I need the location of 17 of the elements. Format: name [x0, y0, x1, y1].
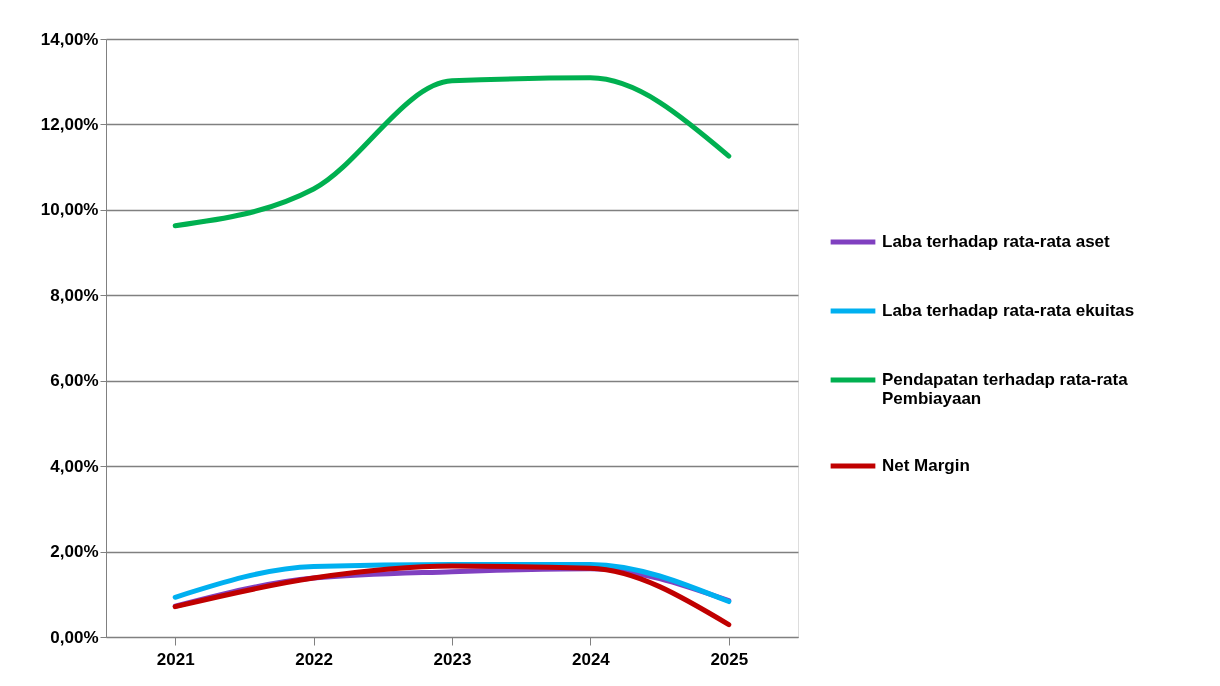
y-tick-label: 4,00% [50, 456, 99, 476]
legend-label: Pendapatan terhadap rata-rata Pembiayaan [882, 370, 1129, 408]
x-tick-label: 2023 [433, 649, 472, 669]
x-tick-label: 2024 [571, 649, 611, 669]
y-tick-label: 14,00% [40, 29, 99, 49]
y-tick-label: 0,00% [50, 627, 99, 647]
y-tick-label: 8,00% [50, 285, 99, 305]
legend-label: Laba terhadap rata-rata ekuitas [882, 301, 1135, 320]
legend-label: Laba terhadap rata-rata aset [882, 232, 1111, 251]
x-tick-label: 2025 [710, 649, 749, 669]
y-tick-label: 12,00% [40, 114, 99, 134]
y-tick-label: 10,00% [40, 200, 99, 220]
x-tick-label: 2022 [295, 649, 334, 669]
y-tick-label: 2,00% [50, 542, 99, 562]
x-tick-label: 2021 [156, 649, 195, 669]
legend-label: Net Margin [882, 456, 970, 475]
y-tick-label: 6,00% [50, 371, 99, 391]
